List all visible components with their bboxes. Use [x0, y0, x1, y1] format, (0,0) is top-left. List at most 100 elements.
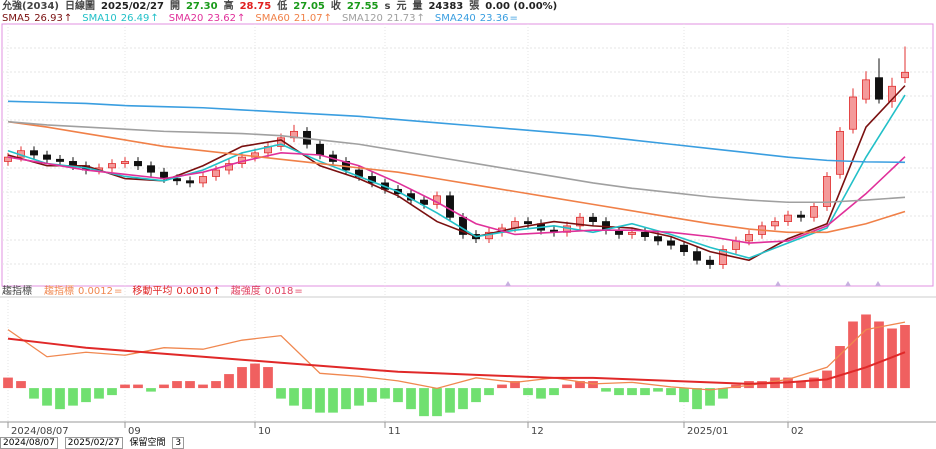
legend-name: 趨指標: [44, 284, 74, 297]
candle-body: [108, 163, 116, 169]
histogram-bar: [627, 388, 637, 396]
x-tick-label: 02: [791, 426, 804, 437]
header-item: 收: [330, 1, 341, 12]
ma-line: [7, 85, 906, 262]
histogram-bar: [458, 388, 468, 410]
legend-trend: ↑: [150, 13, 158, 24]
candle-body: [693, 251, 701, 261]
candle-body: [628, 231, 636, 235]
candle-body: [667, 240, 675, 246]
histogram-bar: [640, 388, 650, 396]
histogram-bar: [289, 388, 299, 406]
candle-body: [901, 71, 909, 79]
header-item: 開: [169, 1, 180, 12]
histogram-bar: [172, 381, 182, 389]
legend-trend: =: [114, 286, 122, 297]
legend-name: SMA240: [435, 13, 476, 24]
histogram-bar: [198, 384, 208, 389]
candle-body: [186, 180, 194, 184]
candle-body: [173, 178, 181, 182]
x-tick-label: 2025/01: [687, 426, 729, 437]
candle-body: [134, 161, 142, 167]
header-item: 允強(2034): [2, 1, 59, 12]
histogram-bar: [250, 363, 260, 389]
histogram-bar: [224, 374, 234, 389]
controls: 2024/08/07 2025/02/27 保留空間 3: [0, 437, 188, 449]
histogram-bar: [211, 381, 221, 389]
start-date-input[interactable]: 2024/08/07: [0, 437, 58, 449]
candle-body: [212, 169, 220, 177]
histogram-bar: [380, 388, 390, 399]
candle-body: [524, 221, 532, 225]
histogram-bar: [159, 384, 169, 389]
keep-label: 保留空間: [129, 438, 166, 448]
histogram-bar: [588, 381, 598, 389]
signal-markers: [505, 281, 881, 286]
candle-body: [784, 214, 792, 222]
histogram-bar: [497, 384, 507, 389]
ma-line: [7, 152, 906, 244]
legend-trend: ↑: [417, 13, 425, 24]
legend-trend: ↑: [237, 13, 245, 24]
histogram-bar: [848, 321, 858, 389]
candle-body: [719, 249, 727, 265]
histogram-bar: [705, 388, 715, 406]
header-item: 高: [223, 1, 234, 12]
histogram-bar: [120, 384, 130, 389]
histogram-bar: [757, 381, 767, 389]
end-date-input[interactable]: 2025/02/27: [64, 437, 123, 449]
histogram-bar: [796, 381, 806, 389]
legend-value: 23.62: [207, 13, 236, 24]
candle-body: [849, 96, 857, 130]
candle-body: [706, 259, 714, 265]
ma-line: [7, 120, 906, 234]
histogram-bar: [55, 388, 65, 410]
candle-body: [875, 77, 883, 100]
candle-body: [810, 206, 818, 218]
candle-body: [888, 85, 896, 102]
candle-body: [654, 236, 662, 242]
histogram-bar: [94, 388, 104, 399]
histogram-bar: [263, 367, 273, 389]
histogram-bar: [523, 388, 533, 396]
legend-value: 23.36: [480, 13, 509, 24]
histogram-bar: [718, 388, 728, 399]
histogram-bar: [419, 388, 429, 417]
x-tick-label: 10: [258, 426, 271, 437]
legend-value: 21.73: [387, 13, 416, 24]
histogram-bar: [549, 388, 559, 396]
histogram-bar: [68, 388, 78, 406]
legend-trend: ↑: [64, 13, 72, 24]
candle-body: [147, 165, 155, 173]
histogram-bar: [276, 388, 286, 399]
candle-body: [797, 214, 805, 218]
marker: [845, 281, 851, 286]
histogram-bar: [601, 388, 611, 392]
histogram-bar: [3, 377, 13, 389]
candle-body: [823, 176, 831, 207]
histogram-bar: [614, 388, 624, 396]
candle-body: [641, 231, 649, 238]
legend-value: 0.0012: [78, 286, 113, 297]
header-item: 28.75: [239, 1, 272, 12]
indicator-line: [7, 337, 906, 385]
histogram-bar: [81, 388, 91, 403]
candle-body: [732, 240, 740, 250]
histogram-bar: [302, 388, 312, 410]
legend-value: 0.018: [265, 286, 294, 297]
ma-line: [7, 94, 906, 259]
header-item: 27.05: [293, 1, 325, 12]
legend-name: SMA10: [82, 13, 117, 24]
histogram-bar: [42, 388, 52, 406]
histogram-bar: [445, 388, 455, 413]
histogram-bar: [679, 388, 689, 403]
histogram-bar: [510, 381, 520, 389]
legend-value: 0.0010: [176, 286, 211, 297]
keep-input[interactable]: 3: [172, 437, 185, 449]
x-tick-label: 11: [388, 426, 401, 437]
histogram-bar: [133, 384, 143, 389]
legend-name: SMA5: [2, 13, 30, 24]
histogram-bar: [692, 388, 702, 410]
histogram-bar: [666, 388, 676, 396]
